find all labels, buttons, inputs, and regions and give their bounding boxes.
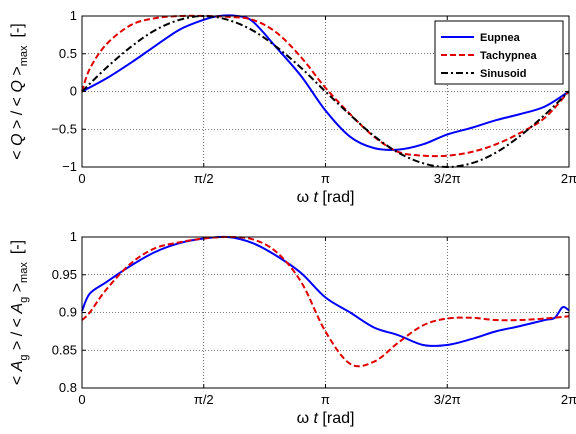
bottom-series [81,235,570,368]
top-x-axis-label: ω t [rad] [297,189,355,206]
bottom-y-tick-label: 0.9 [59,305,77,320]
top-series [81,14,570,168]
bottom-y-tick-label: 1 [70,229,77,244]
legend-label-tachypnea: Tachypnea [480,50,538,62]
legend: Eupnea Tachypnea Sinusoid [434,20,564,85]
bottom-y-ticks: 0.8 0.85 0.9 0.95 1 [52,229,569,395]
legend-item-sinusoid: Sinusoid [441,68,526,80]
top-panel: 0 π/2 π 3/2π 2π −1 −0.5 0 0.5 1 ω t [rad] < Q > … [9,8,576,206]
top-x-ticks: 0 π/2 π 3/2π 2π [78,16,576,186]
bottom-y-tick-label: 0.8 [59,380,77,395]
legend-item-eupnea: Eupnea [441,32,521,44]
bottom-grid [82,237,569,388]
top-y-ticks: −1 −0.5 0 0.5 1 [51,8,569,174]
bottom-x-tick-label: 3/2π [434,392,461,407]
legend-label-eupnea: Eupnea [480,32,521,44]
bottom-x-axis-label: ω t [rad] [297,410,355,427]
top-y-tick-label: −0.5 [51,121,77,136]
bottom-x-tick-label: π [321,392,330,407]
bottom-x-tick-label: 2π [561,392,576,407]
top-y-axis-label: < Q > / < Q >max[-] [9,23,30,159]
top-series-eupnea [81,14,570,151]
top-series-tachypnea [81,14,570,158]
bottom-y-axis-label: < Ag > / < Ag >max[-] [9,240,31,385]
top-y-tick-label: 0.5 [59,46,77,61]
top-x-tick-label: π/2 [194,171,214,186]
top-x-tick-label: 2π [561,171,576,186]
top-x-tick-label: 3/2π [434,171,461,186]
top-y-tick-label: 1 [70,8,77,23]
top-grid [82,16,569,167]
top-x-tick-label: π [321,171,330,186]
bottom-series-tachypnea [81,235,569,368]
legend-item-tachypnea: Tachypnea [441,50,538,62]
bottom-x-ticks: 0 π/2 π 3/2π 2π [78,237,576,407]
top-y-tick-label: −1 [62,159,77,174]
bottom-y-tick-label: 0.95 [52,267,77,282]
top-series-sinusoid [81,15,570,168]
top-x-tick-label: 0 [78,171,85,186]
legend-label-sinusoid: Sinusoid [480,68,526,80]
top-y-tick-label: 0 [70,84,77,99]
bottom-x-tick-label: 0 [78,392,85,407]
bottom-panel: 0 π/2 π 3/2π 2π 0.8 0.85 0.9 0.95 1 ω t [rad] < … [9,229,576,427]
bottom-series-eupnea [81,235,570,347]
bottom-y-tick-label: 0.85 [52,342,77,357]
bottom-x-tick-label: π/2 [194,392,214,407]
